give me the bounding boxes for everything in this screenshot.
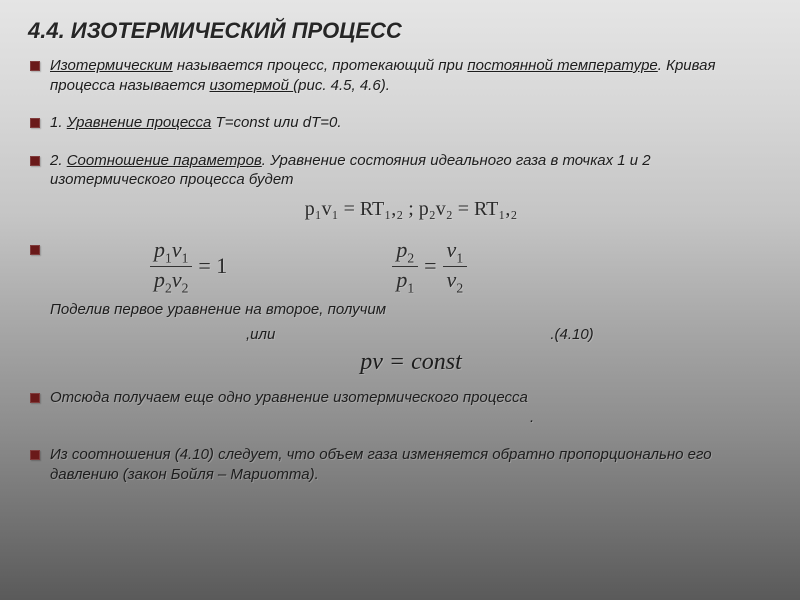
slide-title: 4.4. ИЗОТЕРМИЧЕСКИЙ ПРОЦЕСС [28, 18, 772, 44]
item-relation: 2. Соотношение параметров. Уравнение сос… [28, 151, 772, 222]
fraction-row: p1v1 p2v2 = 1 p2 p1 = v1 v2 [50, 240, 772, 296]
trailing-dot: . [50, 408, 772, 428]
pv-const: pv = const [50, 347, 772, 378]
f1dp: p [154, 267, 165, 292]
hence-text: Отсюда получаем еще одно уравнение изоте… [50, 389, 528, 406]
intro-text-1: называется процесс, протекающий при [173, 57, 468, 74]
rel-head: Соотношение параметров [67, 152, 262, 169]
content-list: Изотермическим называется процесс, проте… [28, 56, 772, 484]
f1ns: 1 [165, 250, 172, 265]
item-eq-process: 1. Уравнение процесса Т=const или dT=0. [28, 113, 772, 133]
frac-2b: v1 v2 [443, 238, 468, 296]
f2bdv: v [447, 267, 457, 292]
term-isothermal: Изотермическим [50, 57, 173, 74]
f2bnv: v [447, 237, 457, 262]
eq-frac-1: p1v1 p2v2 = 1 [150, 238, 227, 296]
term-const-temp: постоянной температуре [467, 57, 657, 74]
f1nvs: 1 [182, 250, 189, 265]
item-hence: Отсюда получаем еще одно уравнение изоте… [28, 388, 772, 427]
eq2-mid: = [424, 252, 436, 281]
f1nv: v [172, 237, 182, 262]
eq-frac-2: p2 p1 = v1 v2 [392, 238, 467, 296]
slide: 4.4. ИЗОТЕРМИЧЕСКИЙ ПРОЦЕСС Изотермическ… [0, 0, 800, 600]
frac-2a: p2 p1 [392, 238, 418, 296]
term-isotherm: изотермой [210, 77, 294, 94]
item-boyle: Из соотношения (4.10) следует, что объем… [28, 445, 772, 484]
f1ds: 2 [165, 281, 172, 296]
f2bns: 1 [456, 250, 463, 265]
frac-1: p1v1 p2v2 [150, 238, 192, 296]
f2ads: 1 [407, 281, 414, 296]
intro-text-3: (рис. 4.5, 4.6). [293, 77, 390, 94]
state-equation: p₁v₁ = RT₁,₂ ; p₂v₂ = RT₁,₂ [50, 196, 772, 222]
or-label: ,или [246, 325, 275, 345]
f1dv: v [172, 267, 182, 292]
f1dvs: 2 [182, 281, 189, 296]
eqproc-tail: Т=const или dT=0. [211, 114, 341, 131]
item-divide: p1v1 p2v2 = 1 p2 p1 = v1 v2 [28, 240, 772, 379]
divide-text: Поделив первое уравнение на второе, полу… [50, 301, 386, 318]
eq-number-row: ,или .(4.10) [50, 325, 772, 345]
eqproc-num: 1. [50, 114, 67, 131]
eq1-rhs: = 1 [198, 252, 227, 281]
item-intro: Изотермическим называется процесс, проте… [28, 56, 772, 95]
f2bds: 2 [456, 281, 463, 296]
f1np: p [154, 237, 165, 262]
eq-number: .(4.10) [550, 325, 593, 345]
f2ans: 2 [407, 250, 414, 265]
boyle-text: Из соотношения (4.10) следует, что объем… [50, 446, 712, 483]
f2adp: p [396, 267, 407, 292]
f2anp: p [396, 237, 407, 262]
eqproc-head: Уравнение процесса [67, 114, 212, 131]
rel-num: 2. [50, 152, 67, 169]
